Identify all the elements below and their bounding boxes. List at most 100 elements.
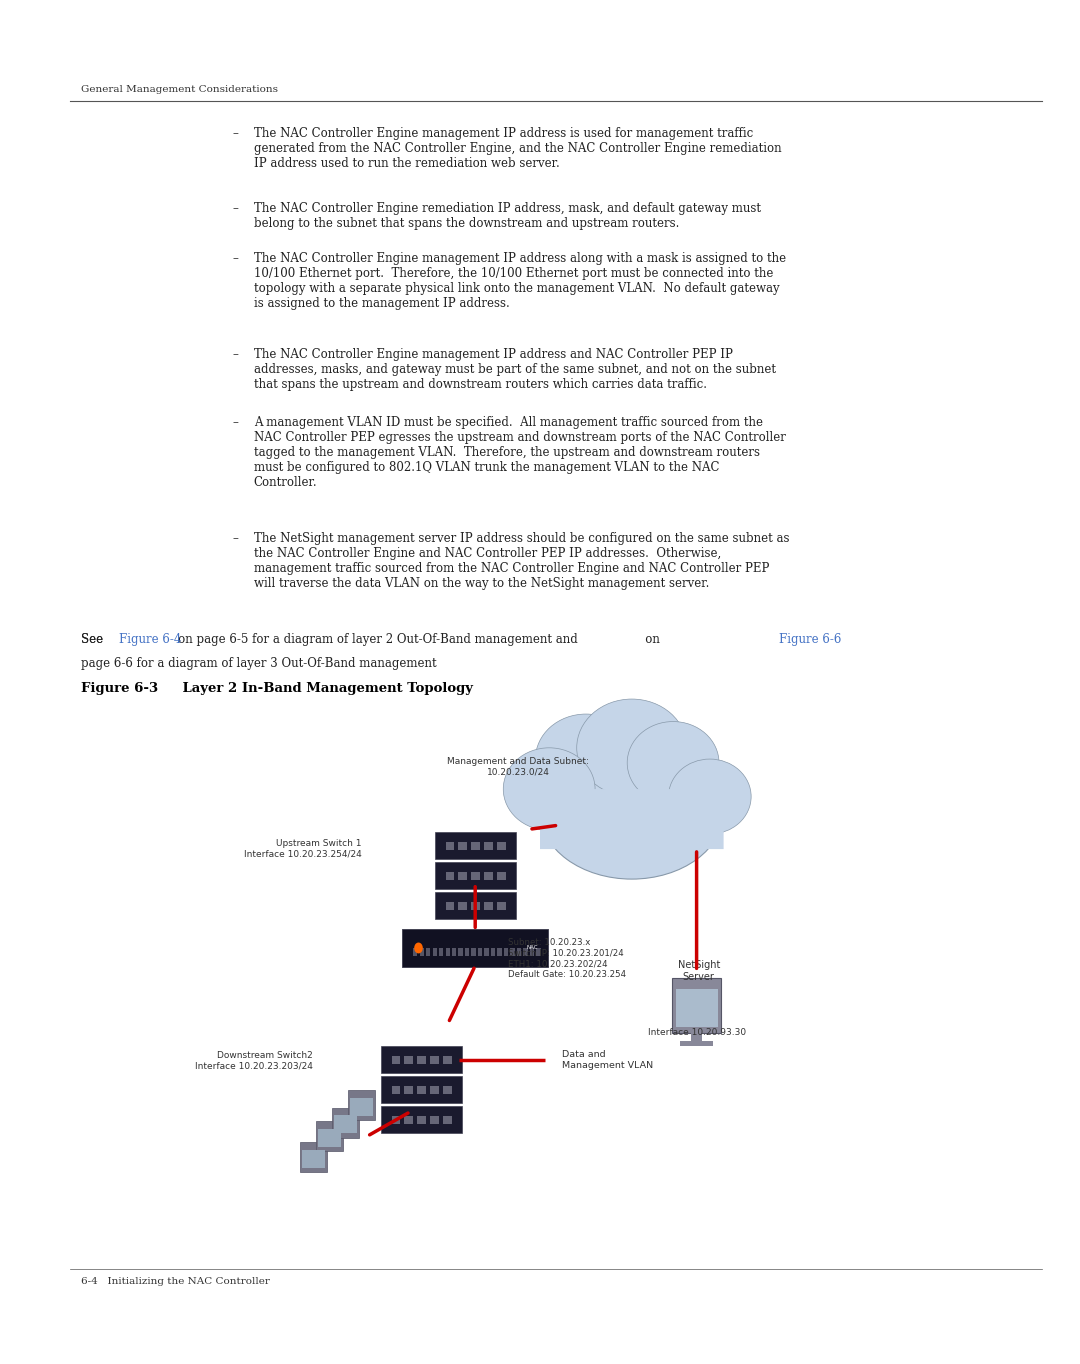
Bar <box>472 872 481 880</box>
Text: Data and
Management VLAN: Data and Management VLAN <box>562 1050 652 1069</box>
Bar <box>459 872 468 880</box>
Bar <box>458 948 462 956</box>
Circle shape <box>415 943 423 953</box>
Text: NetSight
Server: NetSight Server <box>677 960 720 982</box>
Bar <box>381 1076 462 1103</box>
Text: 6-4   Initializing the NAC Controller: 6-4 Initializing the NAC Controller <box>81 1277 270 1286</box>
Bar <box>392 1086 401 1094</box>
Text: Figure 6-3: Figure 6-3 <box>81 682 158 696</box>
Text: General Management Considerations: General Management Considerations <box>81 85 278 94</box>
Text: –: – <box>232 532 238 546</box>
Bar <box>446 872 455 880</box>
Bar <box>446 948 450 956</box>
Bar <box>477 948 482 956</box>
Text: –: – <box>232 202 238 216</box>
Bar <box>432 948 436 956</box>
Text: The NAC Controller Engine remediation IP address, mask, and default gateway must: The NAC Controller Engine remediation IP… <box>254 202 760 231</box>
Text: –: – <box>232 416 238 430</box>
Bar <box>484 842 492 850</box>
Text: The NAC Controller Engine management IP address is used for management traffic
g: The NAC Controller Engine management IP … <box>254 127 782 170</box>
Text: The NAC Controller Engine management IP address along with a mask is assigned to: The NAC Controller Engine management IP … <box>254 252 786 311</box>
Text: Figure 6-4: Figure 6-4 <box>119 633 181 647</box>
Bar <box>676 989 718 1027</box>
Bar <box>348 1090 376 1120</box>
Bar <box>333 1108 359 1138</box>
Text: –: – <box>232 127 238 140</box>
Bar <box>444 1116 453 1124</box>
Bar <box>511 948 515 956</box>
Bar <box>426 948 430 956</box>
Bar <box>472 842 481 850</box>
Ellipse shape <box>540 743 724 878</box>
Bar <box>484 902 492 910</box>
Bar <box>444 1056 453 1064</box>
Bar <box>418 1116 427 1124</box>
Bar <box>459 842 468 850</box>
Text: Subnet: 10.20.23.x
Switch IP: 10.20.23.201/24
ETH1: 10.20.23.202/24
Default Gate: Subnet: 10.20.23.x Switch IP: 10.20.23.2… <box>508 938 625 978</box>
Bar <box>451 948 456 956</box>
Bar <box>351 1098 374 1116</box>
Bar <box>402 929 549 967</box>
Bar <box>497 902 505 910</box>
Bar <box>530 948 535 956</box>
Bar <box>435 892 516 919</box>
Bar <box>315 1121 343 1151</box>
Bar <box>431 1056 440 1064</box>
Bar <box>392 1116 401 1124</box>
Bar <box>459 902 468 910</box>
Text: Layer 2 In-Band Management Topology: Layer 2 In-Band Management Topology <box>164 682 473 696</box>
Bar <box>435 862 516 889</box>
Bar <box>497 948 501 956</box>
Text: Interface 10.20.93.30: Interface 10.20.93.30 <box>648 1028 745 1038</box>
Bar <box>444 1086 453 1094</box>
Bar <box>418 1086 427 1094</box>
Bar <box>464 948 469 956</box>
Ellipse shape <box>503 747 595 831</box>
Bar <box>335 1116 356 1133</box>
Ellipse shape <box>669 758 752 833</box>
Bar <box>381 1046 462 1073</box>
Bar <box>497 842 505 850</box>
Text: –: – <box>232 252 238 266</box>
Bar <box>405 1056 414 1064</box>
Text: See                    on page 6-5 for a diagram of layer 2 Out-Of-Band manageme: See on page 6-5 for a diagram of layer 2… <box>81 633 660 647</box>
Text: Upstream Switch 1
Interface 10.20.23.254/24: Upstream Switch 1 Interface 10.20.23.254… <box>244 839 362 858</box>
Bar <box>472 902 481 910</box>
Bar <box>497 872 505 880</box>
Text: The NAC Controller Engine management IP address and NAC Controller PEP IP
addres: The NAC Controller Engine management IP … <box>254 348 775 391</box>
Bar <box>431 1086 440 1094</box>
Bar <box>523 948 528 956</box>
Bar <box>484 948 488 956</box>
Bar <box>435 832 516 859</box>
Bar <box>504 948 509 956</box>
Bar <box>446 842 455 850</box>
Bar <box>438 948 444 956</box>
Text: The NetSight management server IP address should be configured on the same subne: The NetSight management server IP addres… <box>254 532 789 591</box>
FancyBboxPatch shape <box>540 788 724 848</box>
Text: –: – <box>232 348 238 361</box>
Text: NAC: NAC <box>526 945 538 951</box>
Bar <box>418 1056 427 1064</box>
Bar <box>405 1086 414 1094</box>
Bar <box>472 948 475 956</box>
Text: Figure 6-6: Figure 6-6 <box>780 633 841 647</box>
Bar <box>420 948 424 956</box>
Bar <box>680 1041 713 1046</box>
Bar <box>302 1150 325 1168</box>
Ellipse shape <box>627 722 719 803</box>
Bar <box>537 948 540 956</box>
Bar <box>405 1116 414 1124</box>
Text: page 6-6 for a diagram of layer 3 Out-Of-Band management: page 6-6 for a diagram of layer 3 Out-Of… <box>81 657 436 671</box>
Ellipse shape <box>536 715 636 803</box>
Text: Management and Data Subnet:
10.20.23.0/24: Management and Data Subnet: 10.20.23.0/2… <box>447 757 590 776</box>
Bar <box>490 948 495 956</box>
Bar <box>517 948 522 956</box>
Text: See: See <box>81 633 107 647</box>
Bar <box>319 1129 341 1147</box>
Ellipse shape <box>577 698 687 797</box>
Bar <box>300 1142 327 1172</box>
Text: A management VLAN ID must be specified.  All management traffic sourced from the: A management VLAN ID must be specified. … <box>254 416 785 490</box>
Text: Downstream Switch2
Interface 10.20.23.203/24: Downstream Switch2 Interface 10.20.23.20… <box>195 1052 313 1071</box>
Bar <box>431 1116 440 1124</box>
Bar <box>672 978 721 1033</box>
